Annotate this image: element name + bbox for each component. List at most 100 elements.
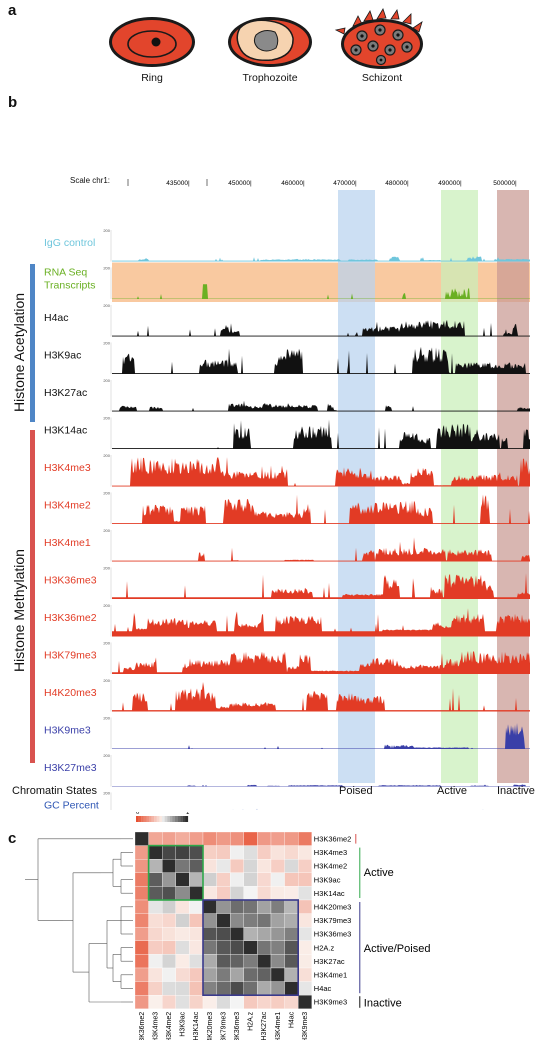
heatmap-col-label: H3K27ac <box>261 1011 268 1040</box>
track-label-h3k9me3: H3K9me3 <box>44 725 91 737</box>
heatmap-col-label: H3K9me3 <box>302 1012 309 1040</box>
heatmap-cell <box>134 954 149 969</box>
heatmap-cell <box>243 995 258 1009</box>
heatmap-cell <box>162 927 176 941</box>
heatmap-cell <box>257 981 272 996</box>
heatmap-cell <box>216 913 231 928</box>
heatmap-cell <box>257 872 272 887</box>
heatmap-cell <box>298 940 312 955</box>
heatmap-cell <box>189 899 204 914</box>
heatmap-cell <box>202 845 217 860</box>
heatmap-row-label: H3K36me3 <box>314 930 352 939</box>
track-signal-igg <box>112 256 530 262</box>
track-label-h3k4me2: H3K4me2 <box>44 500 91 512</box>
heatmap-cell <box>284 927 299 941</box>
heatmap-cell <box>216 845 231 860</box>
heatmap-cell <box>189 954 204 969</box>
heatmap-cell <box>134 967 149 982</box>
heatmap-cell <box>230 981 244 996</box>
heatmap-row-label: H3K27ac <box>314 957 345 966</box>
heatmap-cell <box>298 981 312 996</box>
heatmap-cell <box>216 872 231 887</box>
heatmap-cell <box>270 967 285 982</box>
heatmap-cell <box>284 845 299 860</box>
scale-tick-label: 450000| <box>228 180 252 187</box>
heatmap-cell <box>175 886 190 901</box>
heatmap-col-label: H3K79me3 <box>220 1012 227 1040</box>
heatmap-cell <box>189 886 204 901</box>
heatmap-cell <box>175 940 190 955</box>
state-label-poised: Poised <box>339 785 373 797</box>
heatmap-cell <box>216 831 231 846</box>
heatmap-cell <box>202 995 217 1009</box>
track-signal-h3k9ac <box>112 346 530 374</box>
heatmap-cell <box>270 913 285 928</box>
track-signal-h3k79me3 <box>112 651 530 674</box>
heatmap-cell <box>148 954 163 969</box>
methylation-group-bar <box>30 430 35 763</box>
heatmap-cell <box>230 954 244 969</box>
track-ymax-label: 200 <box>103 603 110 608</box>
heatmap-col-label: H3K4me2 <box>166 1012 173 1040</box>
track-label-rna: Transcripts <box>44 280 96 292</box>
heatmap-cell <box>284 954 299 969</box>
heatmap-cell <box>270 927 285 941</box>
heatmap-cell <box>134 995 149 1009</box>
track-label-h3k27me3: H3K27me3 <box>44 762 97 774</box>
heatmap-cell <box>148 981 163 996</box>
heatmap-cell <box>202 872 217 887</box>
heatmap-cell <box>298 859 312 873</box>
heatmap-cell <box>189 831 204 846</box>
heatmap-cell <box>230 967 244 982</box>
heatmap-cell <box>243 967 258 982</box>
heatmap-cell <box>202 927 217 941</box>
heatmap-col-label: H3K36me3 <box>234 1012 241 1040</box>
heatmap-dendrogram <box>25 838 133 1003</box>
heatmap-cell <box>162 886 176 901</box>
track-signal-h3k14ac <box>112 419 530 449</box>
heatmap-cell <box>134 859 149 873</box>
heatmap-cell <box>202 899 217 914</box>
heatmap-col-label: H4ac <box>288 1011 295 1028</box>
stage-label-ring: Ring <box>141 72 163 84</box>
heatmap-cell <box>148 845 163 860</box>
heatmap-cell <box>162 954 176 969</box>
heatmap-col-label: H4K20me3 <box>207 1012 214 1040</box>
heatmap-cell <box>298 872 312 887</box>
heatmap-cell <box>284 872 299 887</box>
heatmap-cell <box>216 981 231 996</box>
heatmap-row-label: H3K79me3 <box>314 916 352 925</box>
heatmap-cell <box>148 872 163 887</box>
heatmap-cell <box>284 899 299 914</box>
track-ymax-label: 200 <box>103 716 110 721</box>
heatmap-cell <box>230 927 244 941</box>
heatmap-cell <box>134 886 149 901</box>
heatmap-cell <box>284 831 299 846</box>
heatmap-cell <box>162 872 176 887</box>
heatmap-col-label: H3K14ac <box>193 1011 200 1040</box>
active-poised-cluster-box <box>202 899 299 996</box>
heatmap-cell <box>148 886 163 901</box>
scale-tick-label: 500000| <box>493 180 517 187</box>
heatmap-cell <box>230 831 244 846</box>
heatmap-cell <box>230 886 244 901</box>
heatmap-cell <box>162 967 176 982</box>
heatmap-row-label: H3K9ac <box>314 875 341 884</box>
track-ymax-label: 200 <box>103 528 110 533</box>
track-label-h3k4me1: H3K4me1 <box>44 537 91 549</box>
heatmap-cell <box>134 981 149 996</box>
heatmap-col-label: H3K9ac <box>180 1011 187 1036</box>
cluster-label-inactive: Inactive <box>364 997 402 1009</box>
heatmap-cell <box>257 899 272 914</box>
track-ymax-label: 200 <box>103 378 110 383</box>
heatmap-cell <box>257 967 272 982</box>
scale-tick-label: 480000| <box>385 180 409 187</box>
heatmap-cell <box>243 927 258 941</box>
acetylation-group-bar <box>30 264 35 422</box>
heatmap-cell <box>270 845 285 860</box>
trophozoite-stage-cell-icon <box>228 17 312 67</box>
heatmap-cell <box>230 995 244 1009</box>
heatmap-cell <box>189 967 204 982</box>
legend-max-label: 1 <box>186 812 190 816</box>
heatmap-cell <box>202 913 217 928</box>
